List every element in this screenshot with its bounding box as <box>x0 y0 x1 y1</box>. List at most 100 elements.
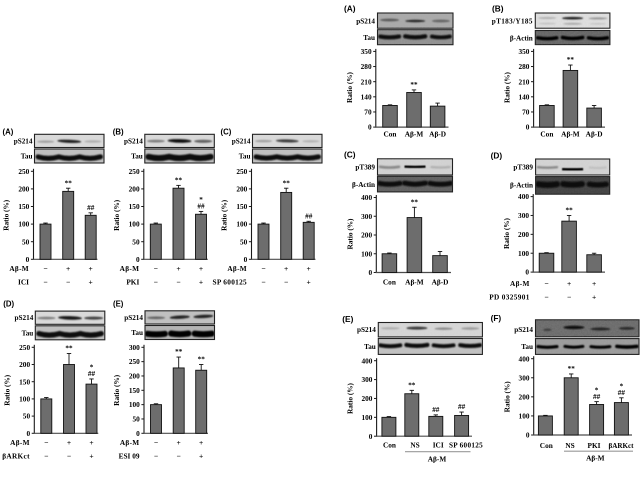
svg-text:70: 70 <box>522 108 530 117</box>
svg-text:Tau: Tau <box>131 329 143 337</box>
svg-text:50: 50 <box>22 237 30 246</box>
svg-text:**: ** <box>175 177 183 185</box>
svg-text:SP 600125: SP 600125 <box>212 278 247 287</box>
svg-text:β-Actin: β-Actin <box>352 181 375 189</box>
svg-text:Tau: Tau <box>22 329 34 337</box>
svg-text:150: 150 <box>129 386 140 395</box>
svg-text:Ratio (%): Ratio (%) <box>345 218 354 250</box>
svg-text:150: 150 <box>129 202 140 211</box>
svg-text:Ratio (%): Ratio (%) <box>2 374 11 406</box>
svg-text:0: 0 <box>26 255 30 264</box>
svg-text:Ratio (%): Ratio (%) <box>345 71 354 103</box>
svg-text:+: + <box>199 278 203 287</box>
svg-text:150: 150 <box>19 377 30 386</box>
svg-text:PD 0325901: PD 0325901 <box>489 293 530 302</box>
svg-text:(D): (D) <box>3 300 14 309</box>
svg-text:##: ## <box>432 406 440 414</box>
svg-text:+: + <box>89 278 93 287</box>
svg-text:pT183/Y185: pT183/Y185 <box>492 18 533 26</box>
svg-text:pT389: pT389 <box>355 164 375 172</box>
svg-text:300: 300 <box>361 375 372 384</box>
svg-text:−: − <box>44 452 48 461</box>
svg-text:Ratio (%): Ratio (%) <box>503 71 512 103</box>
svg-text:(A): (A) <box>344 4 356 14</box>
svg-text:0: 0 <box>26 429 30 438</box>
svg-text:**: ** <box>175 348 183 356</box>
svg-text:**: ** <box>65 179 73 187</box>
svg-text:50: 50 <box>23 412 31 421</box>
svg-text:Ratio (%): Ratio (%) <box>220 199 229 231</box>
svg-text:400: 400 <box>361 193 372 202</box>
svg-text:pT389: pT389 <box>513 164 533 172</box>
svg-text:ICI: ICI <box>433 441 444 450</box>
svg-text:200: 200 <box>19 360 30 369</box>
svg-text:β-Actin: β-Actin <box>510 181 533 189</box>
svg-text:−: − <box>43 264 47 273</box>
svg-text:(B): (B) <box>492 4 504 14</box>
svg-text:−: − <box>544 293 548 302</box>
svg-text:pS214: pS214 <box>124 137 143 145</box>
svg-text:200: 200 <box>361 231 372 240</box>
svg-text:**: ** <box>567 56 575 64</box>
svg-text:+: + <box>284 264 288 273</box>
svg-text:+: + <box>66 264 70 273</box>
svg-text:*: * <box>199 196 203 204</box>
svg-text:pS214: pS214 <box>14 137 33 145</box>
svg-text:350: 350 <box>518 47 529 56</box>
svg-text:−: − <box>261 278 265 287</box>
svg-text:0: 0 <box>526 123 530 132</box>
svg-text:Con: Con <box>384 130 397 139</box>
svg-text:Aβ-M: Aβ-M <box>428 455 447 464</box>
svg-text:Aβ-M: Aβ-M <box>510 279 530 288</box>
svg-text:**: ** <box>566 207 574 215</box>
svg-text:pS214: pS214 <box>357 326 376 334</box>
svg-text:**: ** <box>408 382 416 390</box>
svg-text:(F): (F) <box>491 313 502 323</box>
svg-text:200: 200 <box>129 372 140 381</box>
svg-text:280: 280 <box>361 62 372 71</box>
svg-text:pS214: pS214 <box>15 314 34 322</box>
svg-text:+: + <box>199 438 203 447</box>
svg-text:Aβ-M: Aβ-M <box>405 278 424 287</box>
svg-text:(E): (E) <box>113 299 124 308</box>
svg-text:400: 400 <box>518 192 529 201</box>
svg-text:100: 100 <box>519 412 530 421</box>
svg-text:100: 100 <box>361 249 372 258</box>
svg-text:ICI: ICI <box>18 278 29 287</box>
svg-text:+: + <box>307 264 311 273</box>
svg-text:Aβ-D: Aβ-D <box>429 130 446 139</box>
svg-text:100: 100 <box>518 249 529 258</box>
svg-text:400: 400 <box>519 354 530 363</box>
svg-text:140: 140 <box>361 92 372 101</box>
svg-text:**: ** <box>410 81 418 89</box>
svg-text:*: * <box>620 383 624 391</box>
svg-text:−: − <box>154 278 158 287</box>
svg-text:##: ## <box>88 370 96 378</box>
svg-text:0: 0 <box>368 268 372 277</box>
svg-text:100: 100 <box>236 220 247 229</box>
svg-text:250: 250 <box>129 357 140 366</box>
svg-text:Ratio (%): Ratio (%) <box>112 199 121 231</box>
svg-text:**: ** <box>411 198 419 206</box>
svg-text:+: + <box>567 279 571 288</box>
svg-text:*: * <box>90 364 94 372</box>
svg-text:Tau: Tau <box>21 153 33 161</box>
svg-text:300: 300 <box>129 343 140 352</box>
svg-text:**: ** <box>65 345 73 353</box>
svg-text:Con: Con <box>383 441 396 450</box>
svg-text:+: + <box>176 264 180 273</box>
svg-text:(C): (C) <box>221 128 232 137</box>
svg-text:Ratio (%): Ratio (%) <box>503 381 512 413</box>
svg-text:Con: Con <box>540 130 553 139</box>
svg-text:βARKct: βARKct <box>608 442 634 450</box>
svg-text:Aβ-M: Aβ-M <box>405 130 424 139</box>
svg-text:250: 250 <box>19 343 30 352</box>
svg-text:##: ## <box>305 212 313 220</box>
svg-text:+: + <box>89 438 93 447</box>
svg-text:100: 100 <box>129 220 140 229</box>
svg-text:β-Actin: β-Actin <box>510 35 533 43</box>
svg-text:200: 200 <box>18 185 29 194</box>
svg-text:(D): (D) <box>491 150 503 160</box>
svg-text:−: − <box>154 452 158 461</box>
svg-text:100: 100 <box>18 220 29 229</box>
